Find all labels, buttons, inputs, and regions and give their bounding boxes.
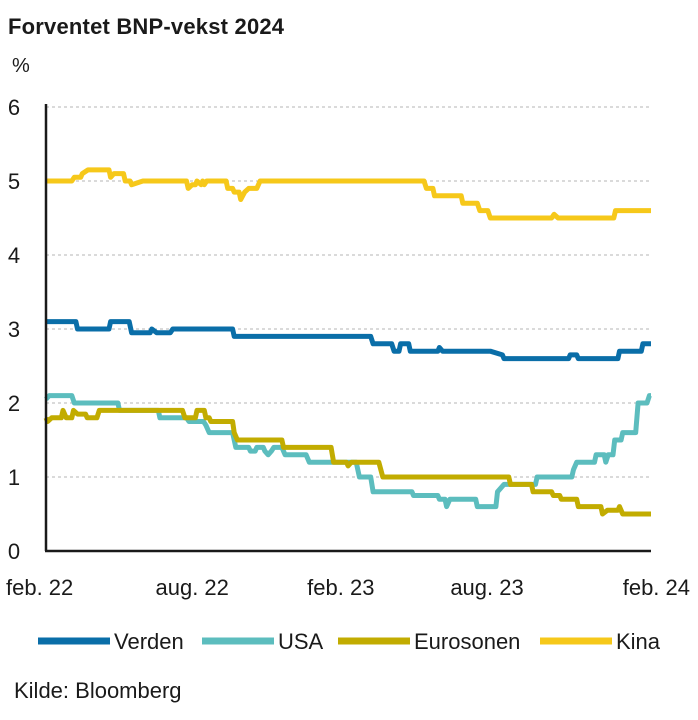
x-tick-label-4: feb. 24 [623,575,690,600]
x-tick-label-1: aug. 22 [155,575,228,600]
chart-title: Forventet BNP-vekst 2024 [8,14,285,39]
axes [44,104,651,553]
y-tick-label-5: 5 [8,169,20,194]
legend-label-verden: Verden [114,629,184,654]
source-note: Kilde: Bloomberg [14,678,182,703]
legend-label-kina: Kina [616,629,661,654]
series-line-kina [46,167,651,221]
series-line-verden [46,319,651,362]
y-tick-label-2: 2 [8,391,20,416]
series-line-usa [44,393,652,510]
x-axis-tick-labels: feb. 22 aug. 22 feb. 23 aug. 23 feb. 24 [6,575,690,600]
series-lines [43,167,652,517]
x-tick-label-3: aug. 23 [450,575,523,600]
y-tick-label-3: 3 [8,317,20,342]
y-tick-label-0: 0 [8,539,20,564]
legend-label-usa: USA [278,629,324,654]
y-tick-label-4: 4 [8,243,20,268]
y-tick-label-6: 6 [8,95,20,120]
y-axis-tick-labels: 0 1 2 3 4 5 6 [8,95,20,564]
y-tick-label-1: 1 [8,465,20,490]
x-tick-label-2: feb. 23 [307,575,374,600]
y-axis-unit-label: % [12,55,30,77]
legend: Verden USA Eurosonen Kina [38,629,661,654]
gridlines [46,106,651,478]
series-line-eurosonen [43,407,651,517]
legend-label-eurosonen: Eurosonen [414,629,520,654]
x-tick-label-0: feb. 22 [6,575,73,600]
